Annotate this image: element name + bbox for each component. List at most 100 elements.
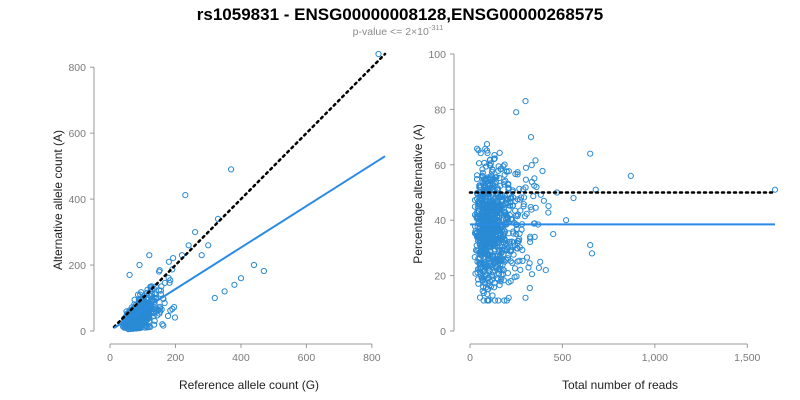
data-point <box>170 255 177 262</box>
data-point <box>476 238 483 245</box>
data-point <box>143 323 150 330</box>
data-point <box>507 278 514 285</box>
data-point <box>484 190 491 197</box>
data-point <box>483 141 491 148</box>
data-point <box>525 264 532 271</box>
data-point <box>156 287 163 294</box>
x-tick-label: 0 <box>467 352 473 364</box>
data-point <box>491 152 498 159</box>
data-point <box>550 231 557 238</box>
data-point <box>167 277 174 284</box>
data-point <box>479 169 486 176</box>
data-point <box>166 279 173 286</box>
data-point <box>496 246 503 253</box>
data-point <box>523 254 531 261</box>
data-point <box>535 264 543 271</box>
data-point <box>159 321 166 328</box>
data-point <box>489 269 496 276</box>
data-point <box>126 271 133 278</box>
data-point <box>260 267 267 275</box>
data-point <box>478 195 485 202</box>
data-point <box>505 168 512 175</box>
data-point <box>504 270 511 277</box>
data-point <box>520 203 527 210</box>
data-point <box>489 252 496 259</box>
data-point <box>164 312 172 320</box>
data-point <box>476 184 483 191</box>
data-point <box>483 237 490 244</box>
data-point <box>472 247 480 254</box>
y-tick-label: 400 <box>68 194 86 206</box>
data-point <box>136 317 143 325</box>
data-point <box>500 226 507 233</box>
data-point <box>491 259 498 266</box>
data-point <box>510 239 517 246</box>
data-point <box>488 228 495 235</box>
data-point <box>475 147 482 154</box>
data-point <box>474 145 481 152</box>
data-point <box>487 160 494 167</box>
data-point <box>167 307 174 314</box>
data-point <box>522 164 530 171</box>
data-point <box>171 314 179 321</box>
data-point <box>501 171 508 178</box>
data-point <box>486 253 494 260</box>
data-point <box>479 274 486 281</box>
data-point <box>526 260 533 267</box>
data-point <box>500 163 507 170</box>
data-point <box>496 149 503 156</box>
data-point <box>156 268 163 275</box>
data-point <box>489 176 496 183</box>
y-tick-label: 600 <box>68 128 86 140</box>
data-point <box>509 202 517 209</box>
data-point <box>516 244 524 251</box>
data-point <box>483 147 490 154</box>
data-point <box>528 271 536 278</box>
right-panel: Total number of reads Percentage alterna… <box>411 49 779 392</box>
data-point <box>509 188 516 195</box>
data-point <box>507 194 515 201</box>
data-point <box>123 324 131 331</box>
data-point <box>518 194 525 201</box>
data-point <box>501 195 509 202</box>
data-point <box>231 281 238 288</box>
data-point <box>126 308 133 315</box>
data-point <box>530 193 537 200</box>
data-point <box>516 230 523 237</box>
data-point <box>486 278 494 285</box>
left-panel: Reference allele count (G) Alternative a… <box>51 50 387 392</box>
data-point <box>587 242 594 249</box>
data-point <box>540 197 548 204</box>
reference-line <box>112 52 387 329</box>
data-point <box>527 204 534 211</box>
y-tick-label: 80 <box>434 104 446 116</box>
data-point <box>486 240 494 247</box>
data-point <box>537 258 544 265</box>
data-point <box>503 219 510 226</box>
data-point <box>495 167 502 174</box>
data-point <box>479 172 486 179</box>
data-point <box>488 186 495 194</box>
left-y-axis-label: Alternative allele count (A) <box>51 130 65 270</box>
data-point <box>510 251 517 258</box>
data-point <box>532 157 539 164</box>
x-tick-label: 500 <box>554 352 572 364</box>
data-point <box>476 294 484 301</box>
subtitle-exponent: -311 <box>429 23 443 32</box>
data-point <box>500 232 507 240</box>
data-point <box>136 261 143 269</box>
data-point <box>528 178 536 185</box>
data-point <box>520 194 528 201</box>
data-point <box>487 201 494 208</box>
data-point <box>522 294 529 301</box>
data-point <box>502 177 509 184</box>
data-point <box>528 162 535 169</box>
x-tick-label: 200 <box>167 352 185 364</box>
data-point <box>504 244 512 251</box>
data-point <box>498 210 505 217</box>
data-point <box>490 156 498 163</box>
data-point <box>498 271 505 278</box>
data-point <box>505 294 512 301</box>
data-point <box>473 230 480 237</box>
data-point <box>481 266 488 273</box>
